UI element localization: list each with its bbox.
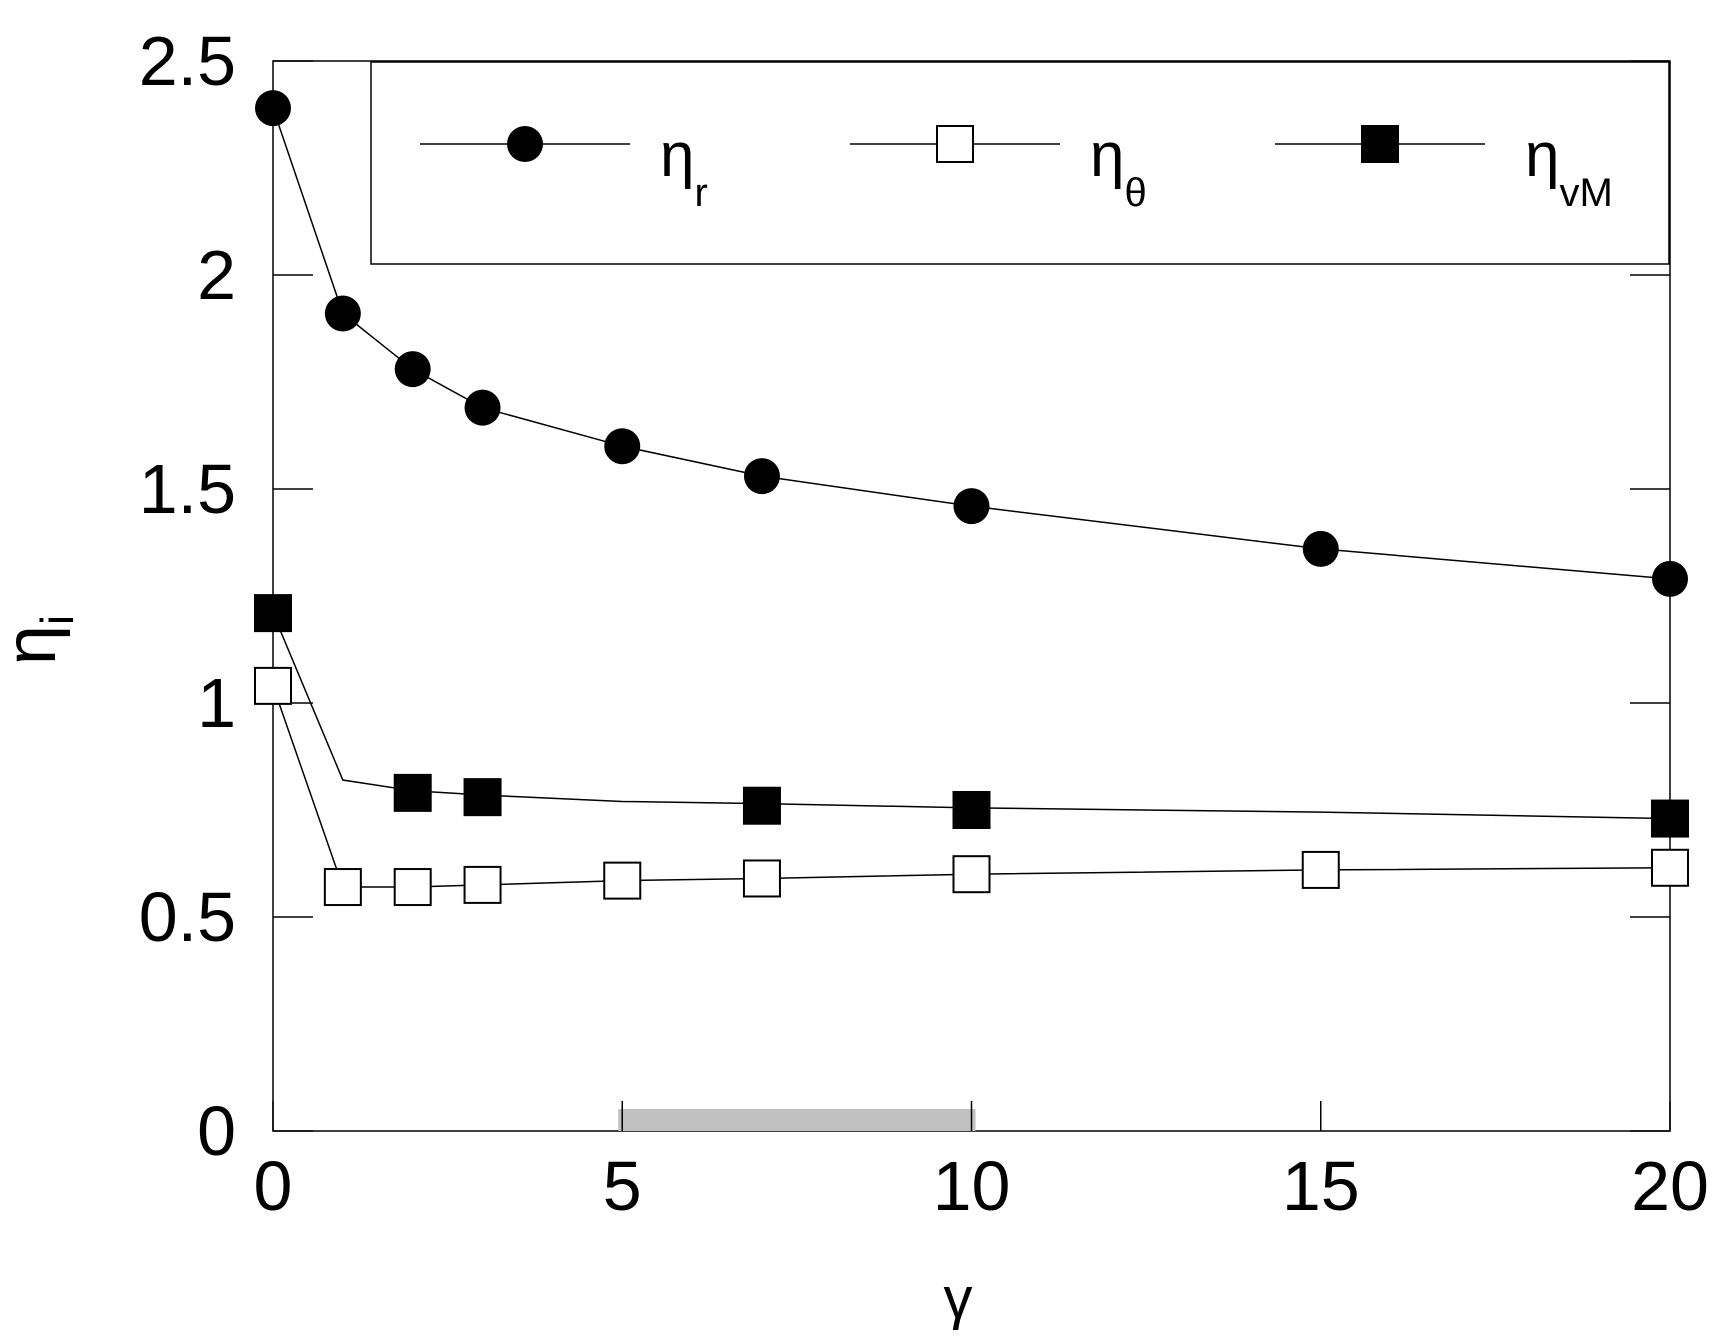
data-point-r [324,295,361,332]
data-point-theta [254,666,292,705]
data-point-r [743,458,780,495]
shaded-range-bar [618,1109,976,1131]
data-point-r [394,351,431,388]
data-point-vM [393,773,432,812]
y-axis-title-sub: i [31,615,83,625]
legend-label-theta: ηθ [1090,121,1147,215]
y-tick-label: 0.5 [139,878,236,956]
data-point-theta [323,868,362,907]
legend-label-sub: r [694,171,707,215]
data-point-r [464,389,501,426]
data-point-theta [952,855,991,894]
data-point-theta [463,865,502,904]
data-point-theta [742,859,781,898]
data-point-theta [1301,850,1340,889]
data-point-r [1302,530,1339,567]
legend-label-sub: vM [1559,171,1612,215]
data-point-theta [393,868,432,907]
legend-marker-theta [936,125,974,163]
legend-label-r: ηr [660,121,708,215]
series-markers [254,90,1689,907]
legend-marker-r [507,126,543,162]
data-point-theta [1651,848,1689,887]
legend-label-main: η [1525,121,1559,190]
x-tick-label: 5 [603,1147,642,1225]
legend-label-sub: θ [1124,171,1146,215]
legend-marker-vM [1361,125,1399,163]
x-tick-label: 10 [933,1147,1011,1225]
x-axis: 0 5 10 15 20 [254,1101,1709,1225]
legend-box [370,61,1670,265]
x-axis-title: γ [944,1266,973,1331]
y-tick-label: 2 [197,236,236,314]
data-point-r [1652,560,1688,597]
x-tick-label: 15 [1282,1147,1360,1225]
data-point-vM [463,778,502,817]
x-tick-label: 20 [1631,1147,1709,1225]
x-tick-label: 0 [254,1147,293,1225]
data-point-theta [603,861,642,900]
data-point-vM [254,594,292,633]
data-point-vM [1651,799,1689,838]
y-tick-label: 0 [197,1092,236,1170]
legend-label-vM: ηvM [1525,121,1613,215]
data-point-r [953,488,990,525]
legend-label-main: η [660,121,694,190]
data-point-vM [742,786,781,825]
y-tick-label: 1 [197,664,236,742]
y-axis-title: ηi [0,615,83,665]
data-point-r [255,90,291,127]
series-line-vM [272,612,1671,820]
y-axis: 0 0.5 1 1.5 2 2.5 [139,22,1670,1170]
y-tick-label: 2.5 [139,22,236,100]
legend-label-main: η [1090,121,1124,190]
y-axis-title-main: η [0,625,71,665]
data-point-r [604,428,641,465]
data-point-vM [952,791,991,829]
y-tick-label: 1.5 [139,450,236,528]
